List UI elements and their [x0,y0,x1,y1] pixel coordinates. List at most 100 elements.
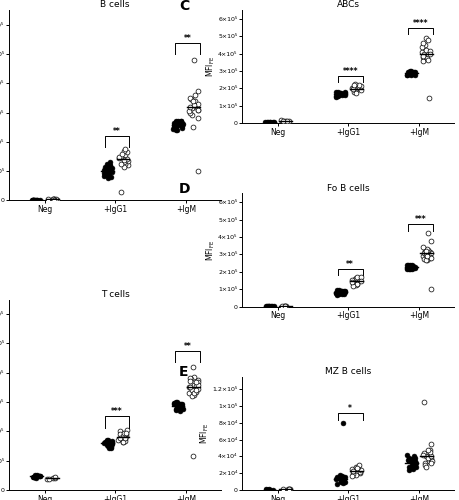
Point [263,302,270,310]
Point [178,400,185,407]
Point [32,474,39,482]
Point [178,400,185,408]
Point [348,278,356,285]
Point [266,118,274,126]
Point [186,102,193,110]
Point [340,290,347,298]
Point [105,442,112,450]
Point [353,274,360,282]
Point [178,122,185,130]
Point [108,164,115,172]
Point [405,70,413,78]
Point [282,117,290,125]
Point [172,120,179,128]
Point [357,86,364,94]
Point [425,246,432,254]
Point [428,254,435,262]
Point [33,196,40,203]
Point [101,168,108,176]
Point [338,472,345,480]
Point [404,264,411,272]
Point [122,151,129,159]
Point [408,455,415,463]
Point [407,70,414,78]
Point [119,438,127,446]
Point [44,196,51,203]
Point [172,398,179,406]
Point [195,376,202,384]
Point [117,160,124,168]
Point [190,102,197,110]
Point [106,162,114,170]
Point [104,160,111,168]
Point [107,442,114,450]
Point [341,288,348,296]
Point [339,480,347,488]
Point [349,84,357,92]
Point [101,172,108,179]
Point [404,261,411,269]
Point [356,461,363,469]
Point [267,302,274,310]
Point [264,302,271,310]
Point [174,398,181,406]
Point [357,278,364,285]
Point [187,377,194,385]
Point [104,436,112,444]
Point [407,262,414,270]
Point [175,400,182,407]
Point [336,88,344,96]
Point [278,302,285,310]
Point [351,85,358,93]
Point [421,41,429,49]
Point [420,242,427,250]
Point [262,118,269,126]
Point [422,452,430,460]
Point [336,474,343,482]
Point [422,459,429,467]
Point [422,462,430,470]
Point [189,97,196,105]
Point [30,196,37,204]
Point [185,384,193,392]
Point [108,168,116,176]
Point [404,264,411,272]
Point [30,474,38,482]
Point [263,486,270,494]
Point [116,434,123,442]
Point [351,278,358,286]
Point [116,154,123,162]
Point [332,474,340,482]
Point [37,472,44,480]
Point [51,473,58,481]
Point [49,474,56,482]
Point [194,380,202,388]
Point [280,486,287,494]
Text: ****: **** [342,66,358,76]
Point [189,452,196,460]
Point [105,440,112,448]
Point [336,474,343,482]
Point [337,476,345,484]
Point [29,196,37,203]
Point [195,106,202,114]
Point [190,101,198,109]
Title: ABCs: ABCs [337,0,360,9]
Point [350,84,358,92]
Point [337,90,345,98]
Point [352,87,359,95]
Y-axis label: MFI$_{\mathrm{FE}}$: MFI$_{\mathrm{FE}}$ [204,240,217,260]
Point [411,452,418,460]
Point [281,302,289,310]
Point [107,438,115,446]
Point [101,438,109,446]
Point [408,70,415,78]
Point [173,126,180,134]
Point [33,472,40,480]
Point [423,249,430,257]
Point [405,264,412,272]
Point [425,48,432,56]
Point [425,456,432,464]
Point [427,452,435,460]
Point [171,400,179,407]
